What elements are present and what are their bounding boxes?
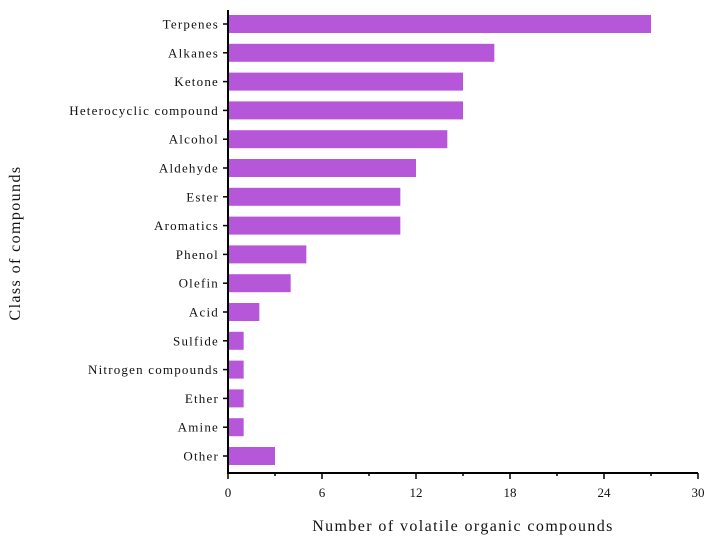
x-tick-label: 24 (598, 485, 612, 500)
bar-terpenes (228, 15, 651, 33)
bar-nitrogen-compounds (228, 360, 244, 379)
category-label-aldehyde: Aldehyde (159, 161, 219, 176)
bar-acid (228, 303, 260, 321)
x-tick-label: 12 (410, 485, 423, 500)
bar-alkanes (228, 43, 495, 62)
bar-aromatics (228, 216, 401, 235)
x-tick-label: 30 (692, 485, 705, 500)
x-tick-label: 6 (319, 485, 326, 500)
bar-sulfide (228, 331, 244, 350)
x-tick-label: 0 (225, 485, 232, 500)
category-label-heterocyclic-compound: Heterocyclic compound (69, 103, 219, 118)
category-label-aromatics: Aromatics (154, 218, 219, 233)
category-label-ketone: Ketone (174, 74, 219, 89)
x-axis-title: Number of volatile organic compounds (312, 518, 614, 535)
x-tick-label: 18 (504, 485, 517, 500)
category-label-alkanes: Alkanes (168, 45, 219, 60)
bar-phenol (228, 245, 307, 264)
bar-aldehyde (228, 159, 416, 177)
bar-other (228, 447, 275, 465)
bars-group (228, 15, 651, 465)
category-label-ether: Ether (185, 391, 219, 406)
bar-ether (228, 389, 244, 408)
category-label-sulfide: Sulfide (173, 333, 219, 348)
category-label-other: Other (183, 449, 219, 464)
category-label-alcohol: Alcohol (169, 132, 219, 147)
category-label-acid: Acid (189, 305, 219, 320)
category-label-nitrogen-compounds: Nitrogen compounds (88, 362, 219, 377)
bar-olefin (228, 274, 291, 293)
bar-amine (228, 418, 244, 437)
category-label-terpenes: Terpenes (163, 17, 219, 32)
category-label-ester: Ester (186, 189, 219, 204)
y-axis-title: Class of compounds (7, 166, 24, 321)
bar-ketone (228, 72, 463, 91)
bar-ester (228, 187, 401, 206)
bar-alcohol (228, 130, 448, 149)
category-labels: Terpenes Alkanes Ketone Heterocyclic compou… (69, 17, 228, 464)
x-axis-ticks: 0 6 12 18 24 30 (225, 473, 705, 500)
bar-heterocyclic-compound (228, 101, 463, 120)
category-label-phenol: Phenol (176, 247, 219, 262)
category-label-amine: Amine (178, 420, 219, 435)
category-label-olefin: Olefin (179, 276, 219, 291)
